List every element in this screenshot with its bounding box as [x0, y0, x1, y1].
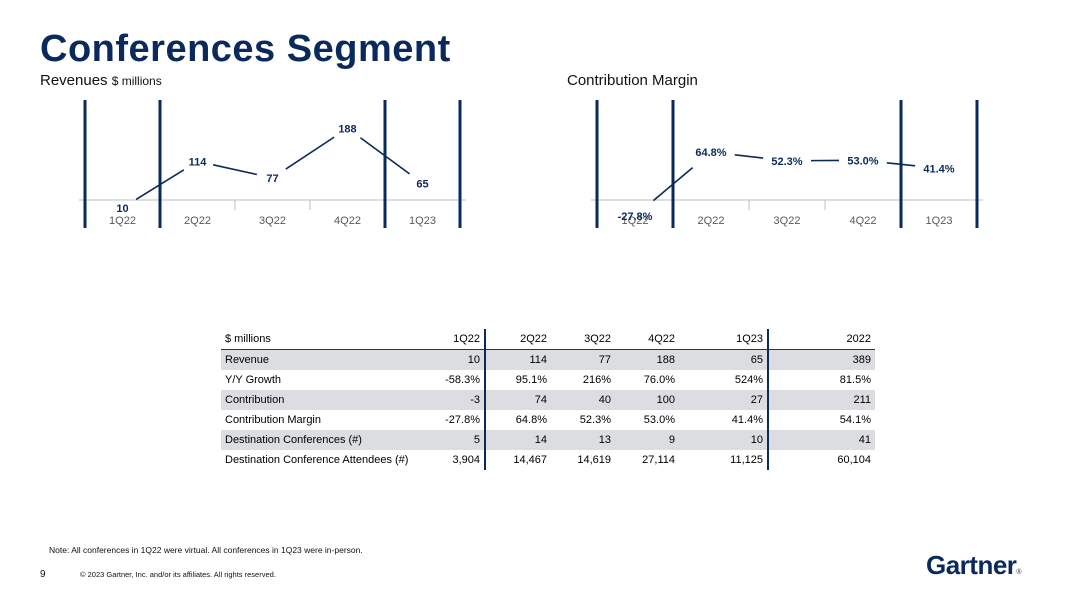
cell: 74	[485, 390, 551, 410]
revenue-data-label: 114	[189, 156, 208, 168]
revenue-line-chart: 1Q22 2Q22 3Q22 4Q22 1Q23 10 114 77 188 65	[79, 100, 466, 228]
revenue-data-label: 10	[116, 203, 128, 215]
margin-data-label: 64.8%	[695, 147, 726, 159]
revenue-line-segment	[212, 164, 258, 176]
cell: 27	[679, 390, 769, 410]
header-3q22: 3Q22	[551, 329, 615, 350]
table-row: Contribution Margin -27.8% 64.8% 52.3% 5…	[221, 410, 875, 430]
revenue-tick-label: 1Q22	[109, 215, 136, 227]
page-title: Conferences Segment	[40, 28, 451, 70]
row-label: Contribution Margin	[225, 414, 321, 426]
conferences-table: $ millions 1Q22 2Q22 3Q22 4Q22 1Q23 2022…	[221, 329, 875, 470]
copyright: © 2023 Gartner, Inc. and/or its affiliat…	[80, 570, 276, 579]
cell: 114	[485, 349, 551, 370]
margin-data-label: 41.4%	[923, 163, 954, 175]
cell: 52.3%	[579, 414, 611, 426]
revenue-tick-label: 3Q22	[259, 215, 286, 227]
row-label: Destination Conference Attendees (#)	[225, 454, 409, 466]
margin-tick-label: 2Q22	[698, 215, 725, 227]
revenue-chart-title: Revenues $ millions	[40, 72, 162, 89]
revenue-line-segment	[135, 169, 185, 201]
cell: -27.8%	[420, 410, 486, 430]
cell: 60,104	[837, 454, 871, 466]
table-row: Y/Y Growth -58.3% 95.1% 216% 76.0% 524% …	[221, 370, 875, 390]
margin-chart-title: Contribution Margin	[567, 72, 698, 89]
logo-text: Gartner	[926, 550, 1017, 580]
cell: 27,114	[642, 454, 675, 466]
revenue-tick-label: 4Q22	[334, 215, 361, 227]
cell: 41	[768, 430, 875, 450]
header-1q22: 1Q22	[420, 329, 486, 350]
margin-data-label: -27.8%	[618, 211, 653, 223]
cell: 65	[679, 349, 769, 370]
cell: 11,125	[679, 450, 769, 470]
revenue-chart-unit: $ millions	[111, 74, 162, 88]
margin-data-label: 53.0%	[847, 155, 878, 167]
page-number: 9	[40, 569, 46, 580]
cell: 14	[485, 430, 551, 450]
table-row: Revenue 10 114 77 188 65 389	[221, 349, 875, 370]
table-row: Destination Conferences (#) 5 14 13 9 10…	[221, 430, 875, 450]
header-2q22: 2Q22	[485, 329, 551, 350]
header-label: $ millions	[221, 329, 420, 350]
margin-tick-label: 1Q23	[926, 215, 953, 227]
margin-tick-label: 1Q22	[622, 215, 649, 227]
revenue-line-segment	[285, 136, 335, 170]
cell: 211	[768, 390, 875, 410]
cell: 3,904	[420, 450, 486, 470]
row-label: Contribution	[221, 390, 420, 410]
revenue-line-segment	[359, 137, 411, 175]
revenue-tick-label: 1Q23	[409, 215, 436, 227]
header-4q22: 4Q22	[615, 329, 679, 350]
revenue-data-label: 188	[338, 123, 356, 135]
revenue-data-label: 65	[416, 178, 428, 190]
revenue-data-label: 77	[266, 173, 278, 185]
cell: 5	[420, 430, 486, 450]
registered-mark: ®	[1016, 569, 1022, 576]
table-row: Contribution -3 74 40 100 27 211	[221, 390, 875, 410]
margin-line-segment	[652, 166, 694, 202]
margin-line-segment	[734, 154, 764, 159]
header-2022: 2022	[768, 329, 875, 350]
cell: 53.0%	[643, 414, 675, 426]
cell: 524%	[679, 370, 769, 390]
cell: 14,619	[577, 454, 611, 466]
table-row: Destination Conference Attendees (#) 3,9…	[221, 450, 875, 470]
cell: 14,467	[513, 454, 547, 466]
row-label: Revenue	[221, 349, 420, 370]
cell: 41.4%	[679, 410, 769, 430]
cell: -3	[420, 390, 486, 410]
revenue-tick-label: 2Q22	[184, 215, 211, 227]
cell: 13	[551, 430, 615, 450]
cell: 188	[615, 349, 679, 370]
cell: 10	[420, 349, 486, 370]
cell: 76.0%	[643, 374, 675, 386]
margin-data-label: 52.3%	[771, 156, 802, 168]
margin-line-chart: 1Q22 2Q22 3Q22 4Q22 1Q23 -27.8% 64.8% 52.3% 53.0…	[591, 100, 983, 228]
row-label: Y/Y Growth	[225, 374, 282, 386]
gartner-logo: Gartner®	[926, 550, 1022, 581]
table-header-row: $ millions 1Q22 2Q22 3Q22 4Q22 1Q23 2022	[221, 329, 875, 350]
margin-tick-label: 3Q22	[774, 215, 801, 227]
cell: 77	[551, 349, 615, 370]
margin-line-segment	[886, 162, 916, 167]
cell: -58.3%	[420, 370, 486, 390]
row-label: Destination Conferences (#)	[221, 430, 420, 450]
cell: 95.1%	[515, 374, 547, 386]
cell: 64.8%	[515, 414, 547, 426]
margin-tick-label: 4Q22	[850, 215, 877, 227]
cell: 216%	[582, 374, 611, 386]
cell: 40	[551, 390, 615, 410]
cell: 54.1%	[839, 414, 871, 426]
cell: 100	[615, 390, 679, 410]
header-1q23: 1Q23	[679, 329, 769, 350]
footnote: Note: All conferences in 1Q22 were virtu…	[49, 545, 363, 555]
margin-chart-title-text: Contribution Margin	[567, 72, 698, 89]
cell: 10	[679, 430, 769, 450]
revenue-chart-title-text: Revenues	[40, 72, 108, 89]
cell: 9	[615, 430, 679, 450]
cell: 81.5%	[839, 374, 871, 386]
cell: 389	[768, 349, 875, 370]
